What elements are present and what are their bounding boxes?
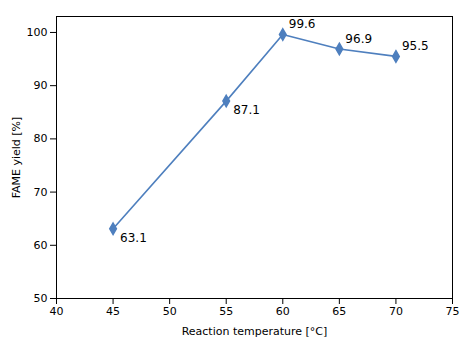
svg-text:100: 100 <box>27 26 48 39</box>
svg-text:75: 75 <box>446 305 460 318</box>
svg-text:70: 70 <box>34 186 48 199</box>
svg-text:40: 40 <box>50 305 64 318</box>
svg-text:60: 60 <box>34 239 48 252</box>
svg-text:87.1: 87.1 <box>233 103 260 117</box>
svg-text:63.1: 63.1 <box>120 231 147 245</box>
svg-text:60: 60 <box>276 305 290 318</box>
svg-text:Reaction temperature [°C]: Reaction temperature [°C] <box>182 325 328 338</box>
svg-text:45: 45 <box>106 305 120 318</box>
svg-text:70: 70 <box>389 305 403 318</box>
svg-text:50: 50 <box>163 305 177 318</box>
svg-text:50: 50 <box>34 292 48 305</box>
svg-text:FAME yield [%]: FAME yield [%] <box>10 117 23 199</box>
svg-text:96.9: 96.9 <box>345 32 372 46</box>
svg-text:65: 65 <box>332 305 346 318</box>
svg-text:90: 90 <box>34 79 48 92</box>
svg-text:95.5: 95.5 <box>402 39 429 53</box>
svg-text:55: 55 <box>219 305 233 318</box>
svg-text:99.6: 99.6 <box>289 17 316 31</box>
svg-text:80: 80 <box>34 132 48 145</box>
